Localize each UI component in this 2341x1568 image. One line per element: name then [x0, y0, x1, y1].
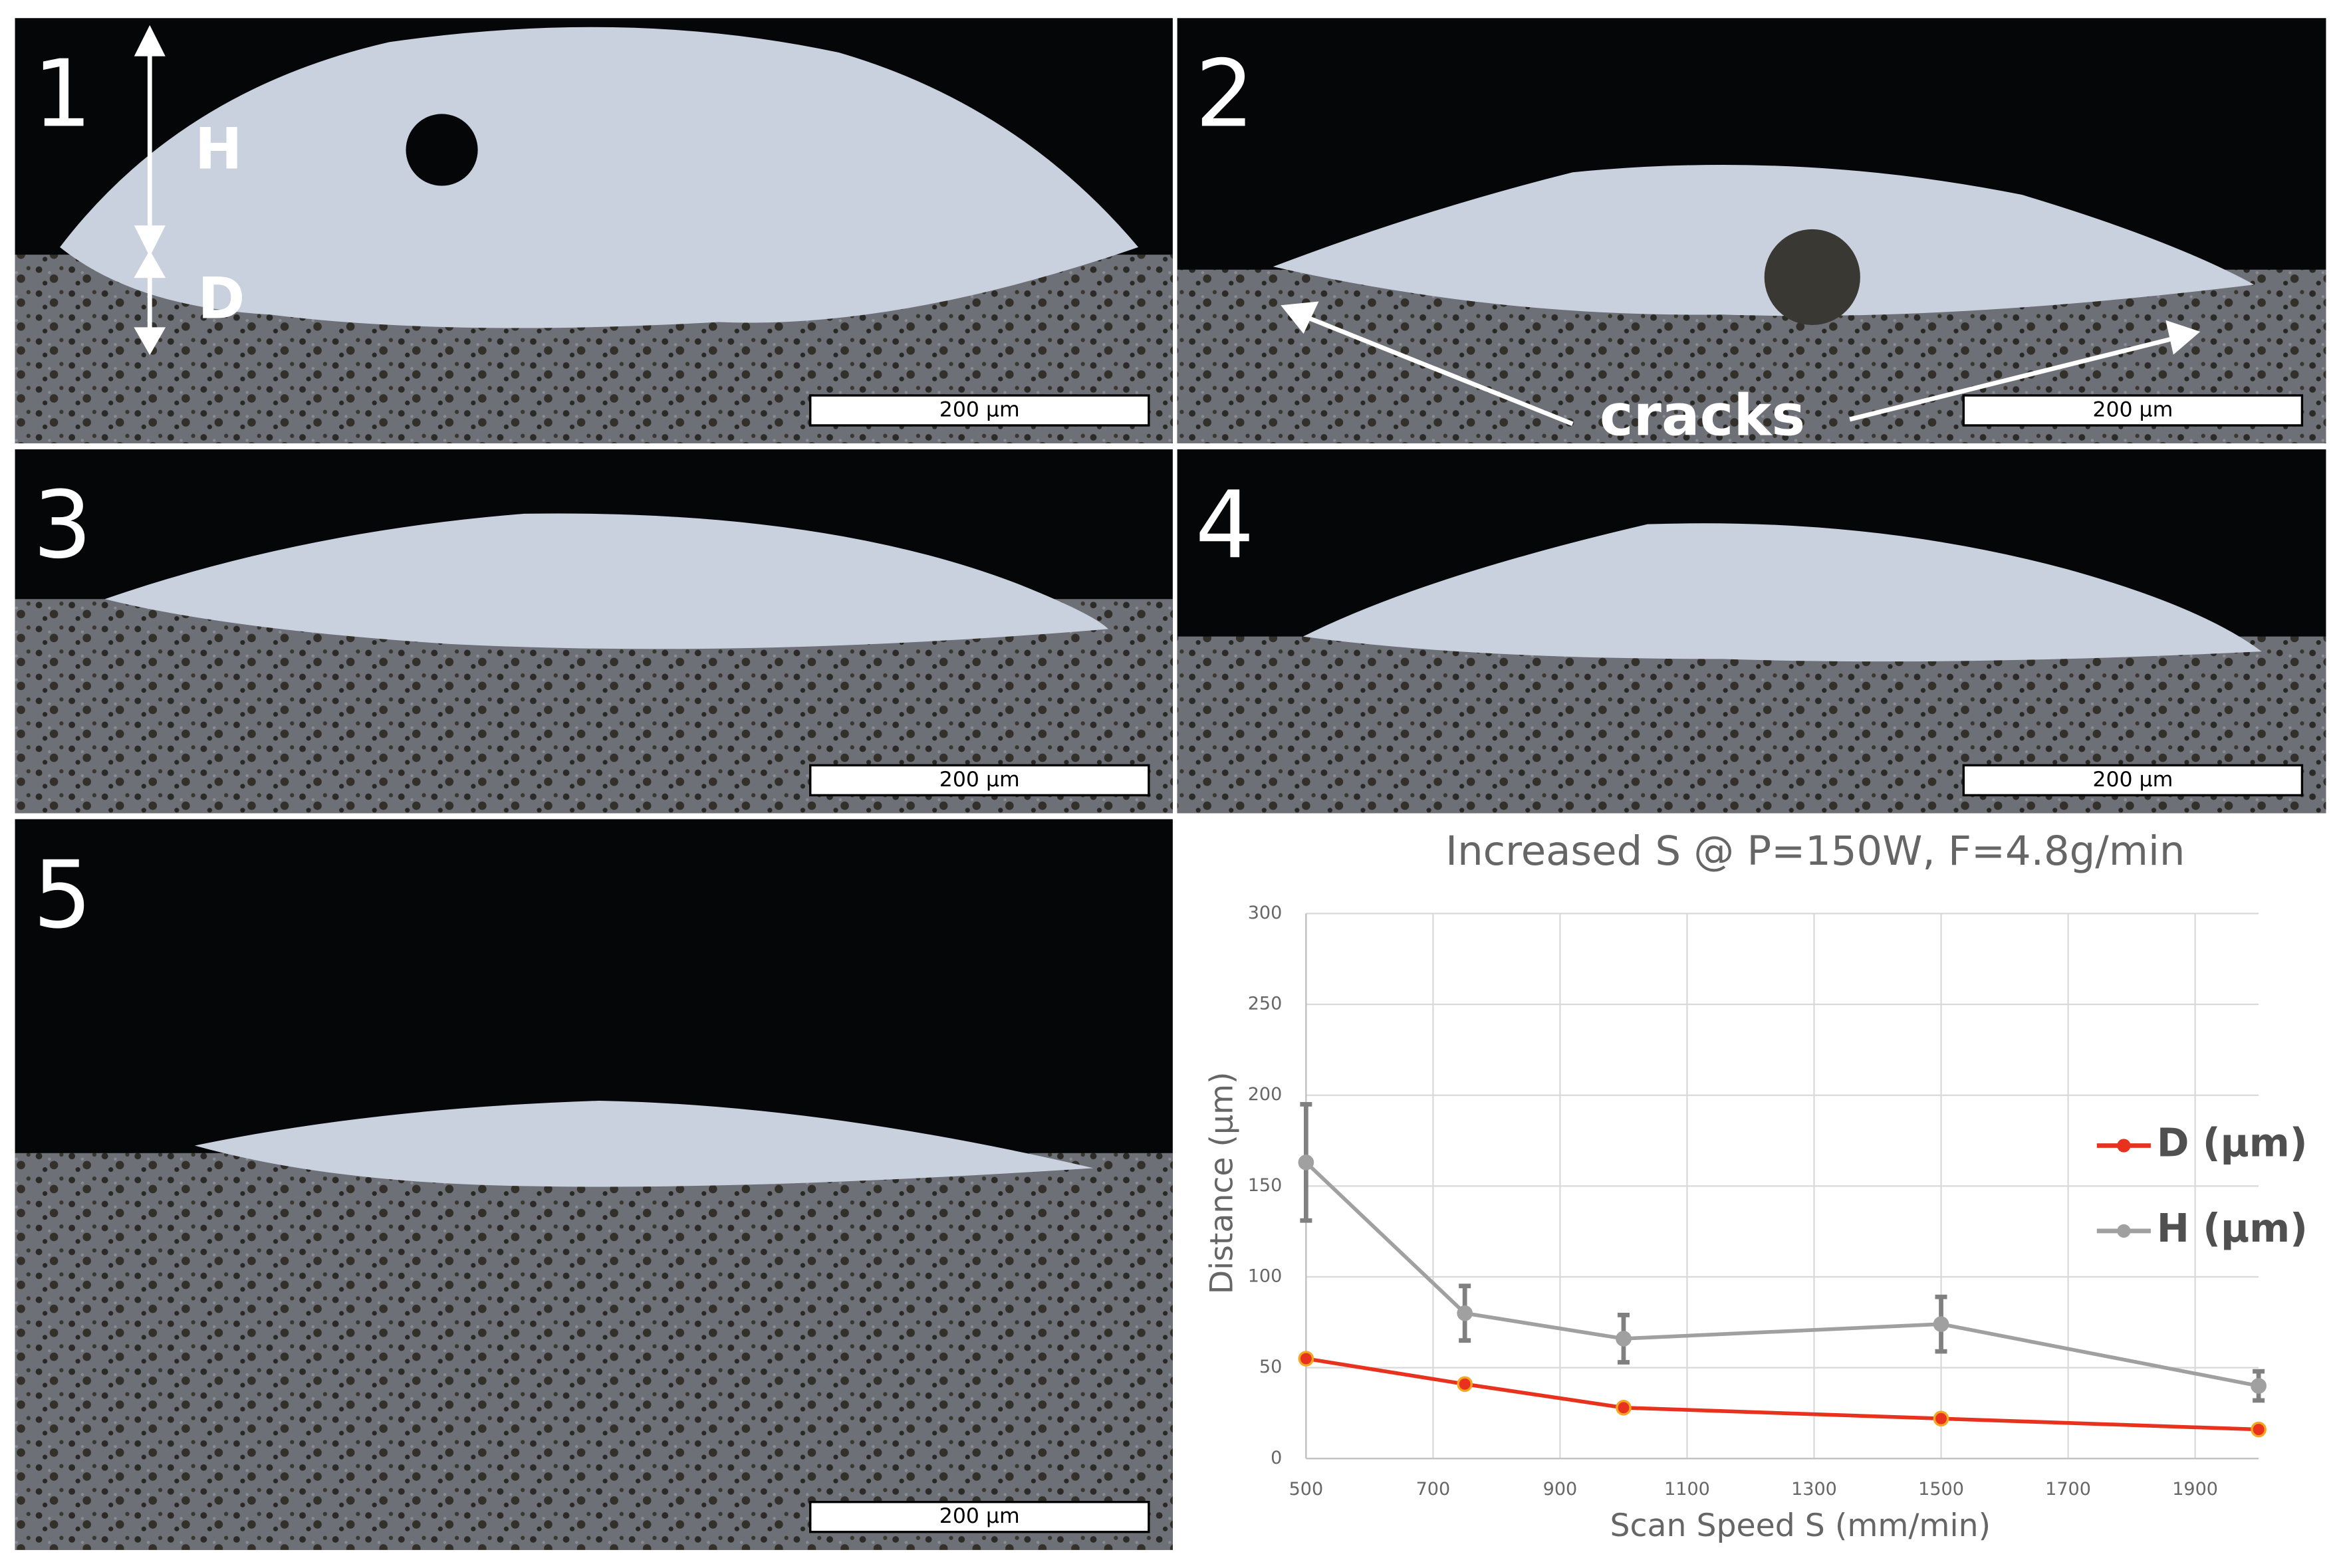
x-tick-label: 1900: [2172, 1479, 2218, 1500]
y-tick-label: 200: [1248, 1084, 1283, 1105]
data-point: [2251, 1421, 2267, 1438]
data-point: [1616, 1331, 1632, 1347]
y-tick-label: 100: [1248, 1266, 1283, 1287]
annotation: cracks: [1600, 383, 1805, 449]
legend-marker: [2117, 1224, 2131, 1238]
annotation-arrows: [134, 25, 2201, 426]
legend-label: H (µm): [2157, 1206, 2308, 1251]
panel-number: 5: [33, 841, 92, 949]
scale-bar-label: 200 µm: [939, 768, 1020, 792]
bead: [104, 513, 1109, 649]
scale-bar: [1962, 394, 2304, 427]
x-tick-label: 700: [1416, 1479, 1451, 1500]
y-tick-label: 300: [1248, 903, 1283, 923]
bead: [60, 27, 1139, 328]
x-tick-label: 1500: [1918, 1479, 1964, 1500]
panel-number: 3: [33, 471, 92, 579]
data-point: [1298, 1154, 1314, 1171]
y-axis-label: Distance (µm): [1203, 1071, 1240, 1294]
scale-bar: [809, 394, 1150, 427]
scale-bar: [809, 1500, 1150, 1533]
data-point: [2251, 1378, 2267, 1394]
data-point: [1457, 1376, 1473, 1393]
bead: [194, 1100, 1094, 1187]
y-tick-label: 50: [1259, 1357, 1282, 1377]
x-tick-label: 900: [1543, 1479, 1578, 1500]
annotation: H: [195, 116, 243, 182]
x-axis-label: Scan Speed S (mm/min): [1610, 1508, 1991, 1544]
pore: [1764, 229, 1860, 326]
scale-bar: [1962, 764, 2304, 797]
panel-number: 4: [1195, 471, 1255, 579]
scale-bar-label: 200 µm: [939, 1504, 1020, 1528]
x-tick-label: 1700: [2045, 1479, 2091, 1500]
y-tick-label: 0: [1271, 1448, 1282, 1468]
bead: [1302, 523, 2262, 662]
panel-number: 1: [33, 39, 92, 148]
chart-title: Increased S @ P=150W, F=4.8g/min: [1445, 828, 2185, 875]
data-point: [1457, 1305, 1473, 1321]
scale-bar-label: 200 µm: [2092, 768, 2173, 792]
x-tick-label: 1300: [1791, 1479, 1837, 1500]
scale-bar-label: 200 µm: [939, 397, 1020, 421]
x-tick-label: 500: [1289, 1479, 1324, 1500]
pore: [406, 114, 478, 186]
legend-marker: [2117, 1139, 2131, 1153]
data-point: [1616, 1399, 1632, 1416]
panel-labels: 1 200 µm 2 200 µm 3 200 µm 4 200 µm 5 200 µm: [33, 39, 2304, 1533]
scale-bar: [809, 764, 1150, 797]
data-point: [1933, 1410, 1949, 1427]
substrate: [15, 1153, 1173, 1550]
data-point: [1933, 1316, 1949, 1332]
annotation: D: [197, 267, 245, 332]
bead: [1273, 165, 2255, 316]
y-tick-label: 250: [1248, 994, 1283, 1014]
scale-bar-label: 200 µm: [2092, 397, 2173, 421]
chart: Increased S @ P=150W, F=4.8g/min Scan Sp…: [1203, 828, 2307, 1544]
chart-bg: [1177, 819, 2326, 1550]
data-point: [1298, 1351, 1314, 1367]
panel-number: 2: [1195, 39, 1255, 148]
y-tick-label: 150: [1248, 1175, 1283, 1196]
legend-label: D (µm): [2157, 1121, 2308, 1166]
x-tick-label: 1100: [1664, 1479, 1710, 1500]
